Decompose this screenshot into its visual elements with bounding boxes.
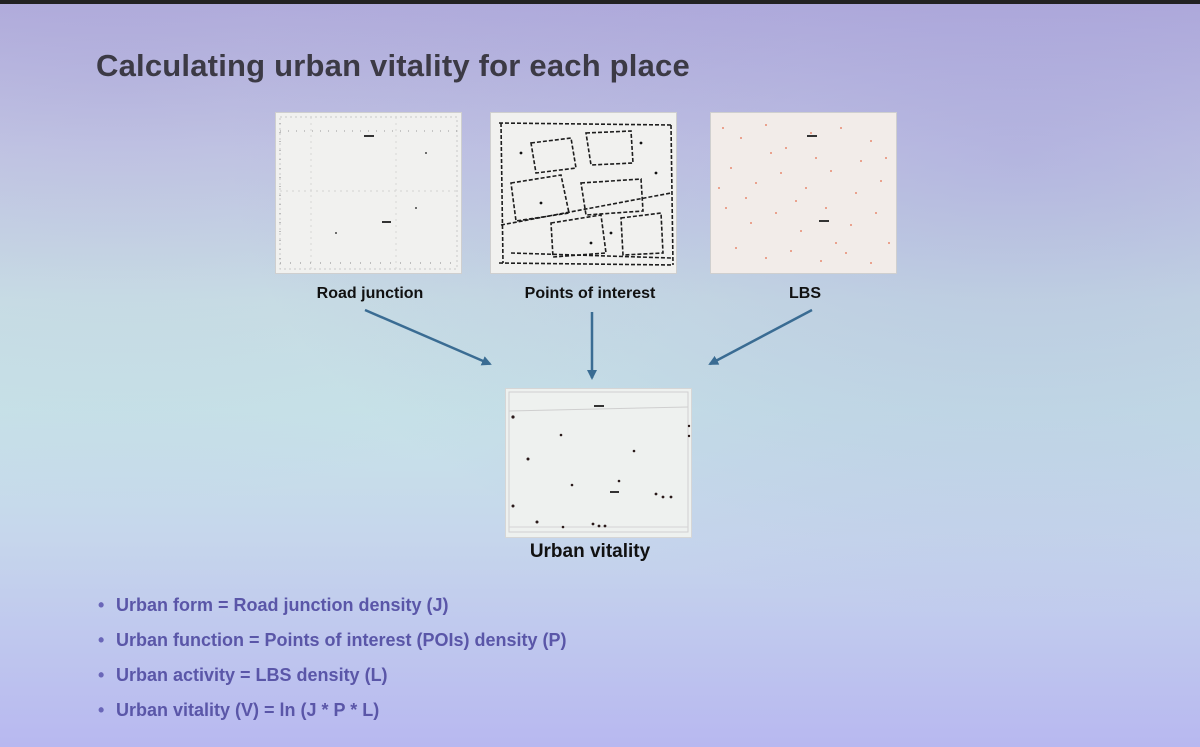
bullet-icon: • xyxy=(98,665,105,685)
road-junction-map-graphic xyxy=(279,116,458,270)
points-of-interest-map-graphic xyxy=(498,122,674,266)
bullet-text: Urban form = Road junction density (J) xyxy=(116,595,449,615)
bullet-icon: • xyxy=(98,595,105,615)
arrow-road-junction xyxy=(364,308,492,366)
road-junction-label: Road junction xyxy=(316,285,424,302)
road-junction-map xyxy=(275,112,462,274)
bullet-text: Urban vitality (V) = ln (J * P * L) xyxy=(116,700,380,720)
screen-edge xyxy=(0,0,1200,4)
list-item: • Urban form = Road junction density (J) xyxy=(98,592,567,627)
urban-vitality-map xyxy=(505,388,692,538)
bullet-text: Urban function = Points of interest (POI… xyxy=(116,630,567,650)
arrow-lbs xyxy=(708,308,813,366)
lbs-label: LBS xyxy=(789,285,821,302)
bullet-icon: • xyxy=(98,700,105,720)
lbs-map xyxy=(710,112,897,274)
points-of-interest-map xyxy=(490,112,677,274)
bullet-icon: • xyxy=(98,630,105,650)
urban-vitality-label: Urban vitality xyxy=(529,541,651,562)
list-item: • Urban function = Points of interest (PO… xyxy=(98,627,567,662)
list-item: • Urban vitality (V) = ln (J * P * L) xyxy=(98,697,567,732)
bullet-text: Urban activity = LBS density (L) xyxy=(116,665,388,685)
list-item: • Urban activity = LBS density (L) xyxy=(98,662,567,697)
slide-title: Calculating urban vitality for each plac… xyxy=(96,48,690,83)
urban-vitality-map-graphic xyxy=(508,391,691,533)
lbs-map-graphic xyxy=(718,124,890,264)
formula-list: • Urban form = Road junction density (J) … xyxy=(98,592,567,732)
points-of-interest-label: Points of interest xyxy=(524,285,656,302)
